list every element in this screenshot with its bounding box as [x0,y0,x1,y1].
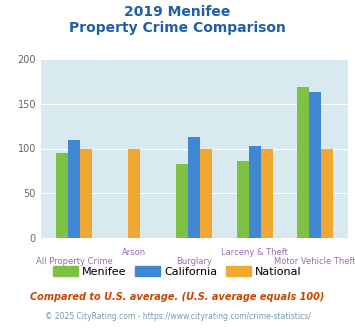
Bar [261,148,273,238]
Bar [321,148,333,238]
Text: Motor Vehicle Theft: Motor Vehicle Theft [274,257,355,266]
Text: Arson: Arson [122,248,146,257]
Legend: Menifee, California, National: Menifee, California, National [49,261,306,281]
Text: All Property Crime: All Property Crime [36,257,112,266]
Bar [68,140,80,238]
Bar [248,146,261,238]
Text: Burglary: Burglary [176,257,212,266]
Bar [128,148,140,238]
Text: 2019 Menifee: 2019 Menifee [124,5,231,19]
Text: Property Crime Comparison: Property Crime Comparison [69,21,286,35]
Bar [189,137,200,238]
Bar [236,161,248,238]
Text: © 2025 CityRating.com - https://www.cityrating.com/crime-statistics/: © 2025 CityRating.com - https://www.city… [45,312,310,321]
Bar [297,87,309,238]
Text: Larceny & Theft: Larceny & Theft [221,248,288,257]
Bar [309,92,321,238]
Text: Compared to U.S. average. (U.S. average equals 100): Compared to U.S. average. (U.S. average … [30,292,325,302]
Bar [80,148,92,238]
Bar [176,164,189,238]
Bar [56,153,68,238]
Bar [200,148,212,238]
